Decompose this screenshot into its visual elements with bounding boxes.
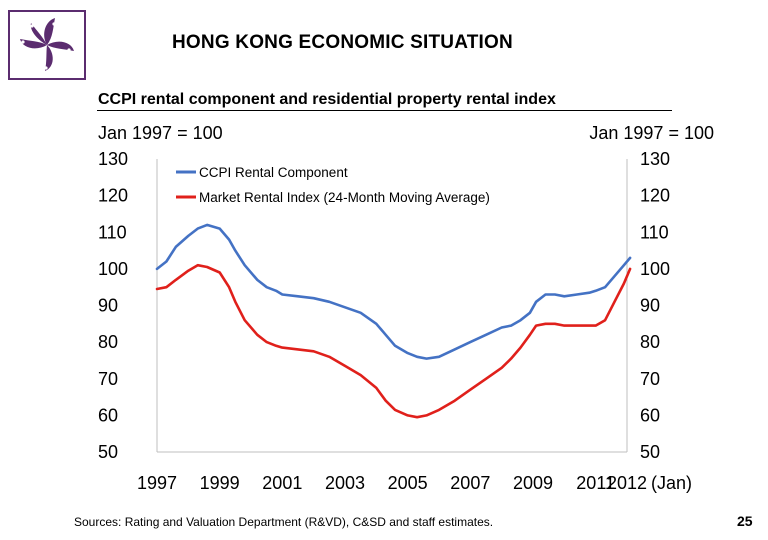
series-line-market-rental <box>155 263 632 419</box>
slide-title: HONG KONG ECONOMIC SITUATION <box>172 32 513 53</box>
y-tick-label-left: 120 <box>98 186 128 206</box>
y-tick-label-right: 130 <box>640 149 670 169</box>
y-tick-label-left: 90 <box>98 296 118 316</box>
series-line-ccpi-rental <box>155 223 632 360</box>
y-tick-label-left: 130 <box>98 149 128 169</box>
x-tick-label: 2012 <box>607 473 647 493</box>
y-tick-label-right: 80 <box>640 332 660 352</box>
y-tick-label-right: 100 <box>640 259 670 279</box>
y-tick-label-left: 80 <box>98 332 118 352</box>
line-chart: Jan 1997 = 100 Jan 1997 = 100 130 130 120 120… <box>98 123 714 493</box>
x-tick-label: 1997 <box>137 473 177 493</box>
legend-label-market: Market Rental Index (24-Month Moving Ave… <box>199 190 490 205</box>
x-tick-label: 2007 <box>450 473 490 493</box>
x-tick-label: 2003 <box>325 473 365 493</box>
y-tick-label-left: 110 <box>98 222 127 242</box>
y-axis-left-label: Jan 1997 = 100 <box>98 123 223 143</box>
y-tick-label-right: 70 <box>640 369 660 389</box>
x-tick-label: 2009 <box>513 473 553 493</box>
y-tick-label-left: 50 <box>98 442 118 462</box>
x-tick-label: 2001 <box>262 473 302 493</box>
x-tick-label: 1999 <box>200 473 240 493</box>
y-tick-label-right: 90 <box>640 296 660 316</box>
legend-label-ccpi: CCPI Rental Component <box>199 165 348 180</box>
x-tick-label: 2011 <box>576 473 615 493</box>
page-number: 25 <box>737 513 753 529</box>
y-axis-right-label: Jan 1997 = 100 <box>589 123 714 143</box>
chart-title: CCPI rental component and residential pr… <box>98 91 556 108</box>
x-tick-label: 2005 <box>388 473 428 493</box>
y-tick-label-left: 100 <box>98 259 128 279</box>
chart-title-underline <box>97 110 672 111</box>
bauhinia-logo-icon <box>8 10 86 80</box>
y-tick-label-right: 120 <box>640 186 670 206</box>
y-tick-label-right: 110 <box>640 222 669 242</box>
y-tick-label-left: 60 <box>98 405 118 425</box>
y-tick-label-left: 70 <box>98 369 118 389</box>
y-tick-label-right: 50 <box>640 442 660 462</box>
x-axis-unit-label: (Jan) <box>651 473 692 493</box>
source-note: Sources: Rating and Valuation Department… <box>74 515 494 529</box>
y-tick-label-right: 60 <box>640 405 660 425</box>
